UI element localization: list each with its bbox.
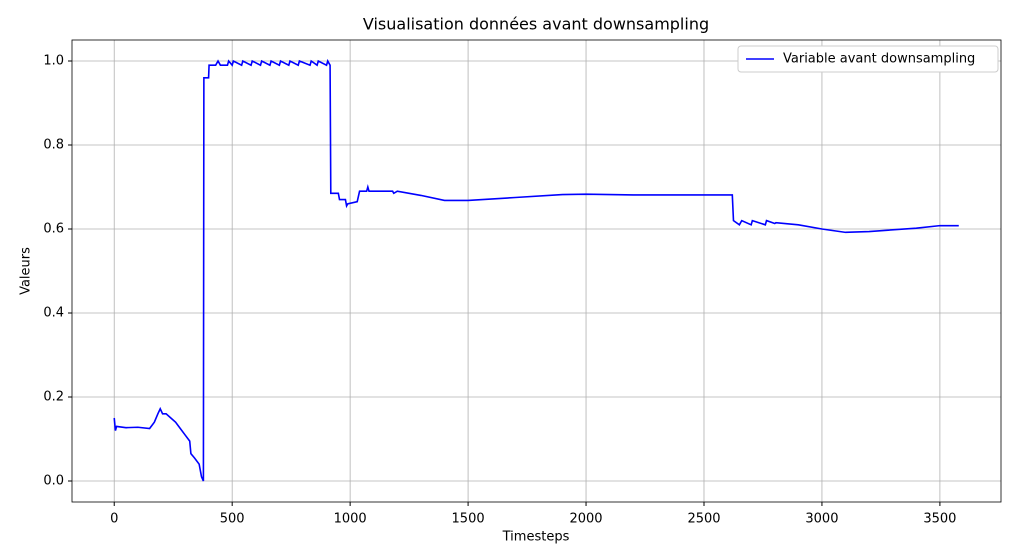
y-axis-label: Valeurs xyxy=(19,247,34,295)
data-line xyxy=(113,58,959,482)
x-tick-label: 0 xyxy=(110,512,118,527)
x-tick-label: 3000 xyxy=(805,512,838,527)
y-tick-label: 0.0 xyxy=(43,474,64,489)
chart-title: Visualisation données avant downsampling xyxy=(363,15,709,34)
x-tick-label: 3500 xyxy=(923,512,956,527)
y-tick-label: 0.2 xyxy=(43,390,64,405)
legend-box xyxy=(737,45,999,73)
x-tick-label: 1000 xyxy=(334,512,367,527)
x-tick-label: 500 xyxy=(220,512,245,527)
y-tick-label: 0.8 xyxy=(43,138,64,153)
x-tick-label: 2000 xyxy=(569,512,602,527)
y-tick-label: 1.0 xyxy=(43,54,64,69)
y-tick-label: 0.4 xyxy=(43,306,64,321)
legend-label: Variable avant downsampling xyxy=(783,52,975,67)
y-tick-label: 0.6 xyxy=(43,222,64,237)
x-tick-label: 1500 xyxy=(452,512,485,527)
x-axis-label: Timesteps xyxy=(502,530,570,545)
x-tick-label: 2500 xyxy=(687,512,720,527)
plot-frame xyxy=(71,39,1002,503)
